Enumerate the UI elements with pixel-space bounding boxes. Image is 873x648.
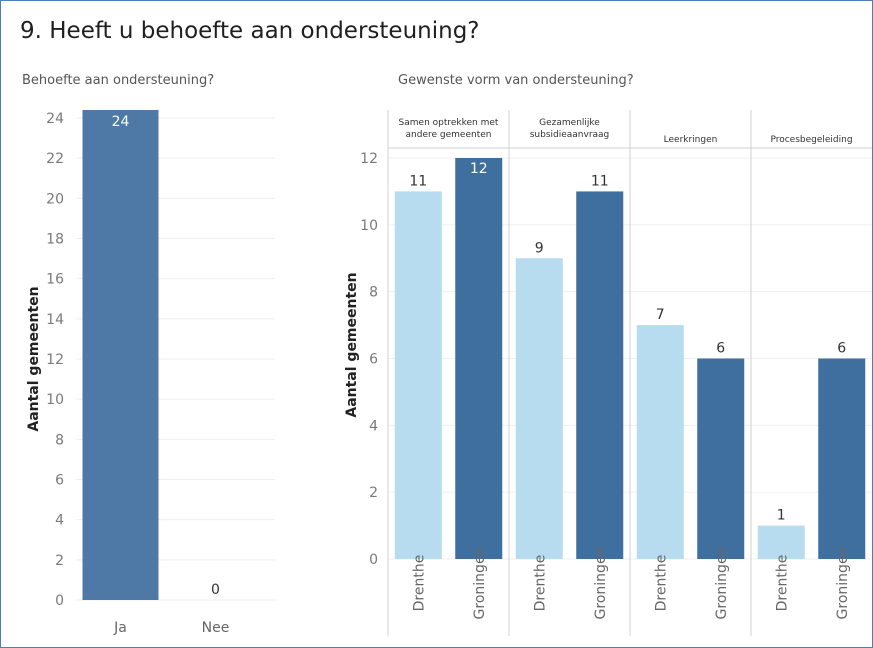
right-bar-drenthe — [636, 325, 684, 559]
left-data-label-nee: 0 — [211, 582, 220, 598]
right-x-tick-label: Drenthe — [774, 555, 790, 612]
right-y-axis-label: Aantal gemeenten — [344, 272, 360, 417]
left-y-tick-label: 8 — [55, 432, 64, 448]
left-data-label-ja: 24 — [112, 114, 130, 130]
right-data-label: 9 — [535, 240, 544, 256]
right-bar-groningen — [697, 358, 745, 559]
right-panel-header-2: Leerkringen — [664, 135, 718, 145]
left-y-tick-label: 20 — [46, 191, 64, 207]
right-data-label: 6 — [716, 341, 725, 357]
left-y-tick-label: 14 — [46, 312, 64, 328]
right-y-tick-label: 10 — [360, 218, 378, 234]
right-panel-header-1: Gezamenlijke — [539, 118, 600, 128]
right-panel-header-3: Procesbegeleiding — [770, 135, 852, 145]
left-y-tick-label: 0 — [55, 593, 64, 609]
right-x-tick-label: Groningen — [593, 547, 609, 620]
right-y-tick-label: 6 — [369, 352, 378, 368]
left-y-tick-label: 22 — [46, 151, 64, 167]
right-y-tick-label: 2 — [369, 485, 378, 501]
right-bar-groningen — [455, 158, 503, 559]
right-data-label: 6 — [837, 341, 846, 357]
right-bar-groningen — [576, 191, 624, 559]
left-chart-title: Behoefte aan ondersteuning? — [22, 73, 215, 88]
right-x-tick-label: Groningen — [472, 547, 488, 620]
left-y-tick-label: 24 — [46, 111, 64, 127]
right-x-tick-label: Drenthe — [411, 555, 427, 612]
left-y-tick-label: 12 — [46, 352, 64, 368]
right-data-label: 12 — [470, 161, 488, 177]
right-x-tick-label: Drenthe — [532, 555, 548, 612]
left-y-tick-label: 2 — [55, 553, 64, 569]
right-bar-drenthe — [515, 258, 563, 559]
right-x-tick-label: Drenthe — [653, 555, 669, 612]
left-bar-ja — [82, 110, 159, 600]
right-chart-title: Gewenste vorm van ondersteuning? — [398, 73, 634, 88]
right-data-label: 7 — [656, 307, 665, 323]
right-panel-header-0: andere gemeenten — [406, 130, 492, 140]
right-bar-drenthe — [757, 525, 805, 559]
page-title: 9. Heeft u behoefte aan ondersteuning? — [20, 18, 480, 44]
right-x-tick-label: Groningen — [714, 547, 730, 620]
right-bar-groningen — [818, 358, 866, 559]
right-data-label: 11 — [409, 173, 427, 189]
right-bar-drenthe — [394, 191, 442, 559]
left-x-tick-label: Nee — [202, 620, 230, 636]
right-x-tick-label: Groningen — [835, 547, 851, 620]
right-panel-header-0: Samen optrekken met — [399, 118, 499, 128]
right-data-label: 11 — [591, 173, 609, 189]
left-x-tick-label: Ja — [113, 620, 127, 636]
right-panel-header-1: subsidieaanvraag — [530, 130, 610, 140]
right-y-tick-label: 8 — [369, 285, 378, 301]
left-y-tick-label: 6 — [55, 473, 64, 489]
left-y-tick-label: 4 — [55, 513, 64, 529]
left-y-axis-label: Aantal gemeenten — [26, 286, 42, 431]
left-y-tick-label: 16 — [46, 272, 64, 288]
right-data-label: 1 — [777, 508, 786, 524]
right-y-tick-label: 0 — [369, 552, 378, 568]
right-y-tick-label: 12 — [360, 151, 378, 167]
left-y-tick-label: 10 — [46, 392, 64, 408]
left-y-tick-label: 18 — [46, 232, 64, 248]
right-y-tick-label: 4 — [369, 418, 378, 434]
